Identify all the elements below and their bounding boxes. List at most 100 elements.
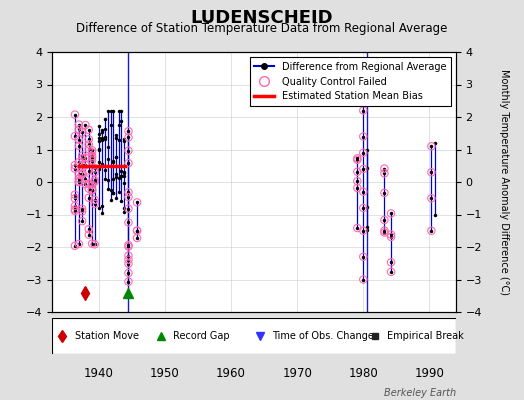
Point	[88, 186, 96, 193]
Point	[359, 150, 367, 156]
Point	[387, 234, 395, 240]
Point	[380, 170, 389, 176]
Point	[353, 157, 362, 163]
Point	[91, 197, 99, 203]
Point	[78, 218, 86, 224]
Point	[81, 176, 90, 182]
Point	[88, 182, 96, 188]
Text: 1980: 1980	[348, 367, 378, 380]
Text: Berkeley Earth: Berkeley Earth	[384, 388, 456, 398]
Point	[71, 206, 79, 212]
Text: LUDENSCHEID: LUDENSCHEID	[191, 9, 333, 27]
Point	[71, 243, 79, 249]
Point	[81, 181, 90, 188]
Point	[427, 195, 435, 202]
Point	[133, 235, 141, 241]
Point	[91, 177, 99, 183]
Point	[124, 243, 133, 250]
Point	[353, 225, 362, 231]
Point	[84, 136, 93, 142]
Point	[71, 133, 79, 139]
Point	[91, 165, 99, 172]
Point	[124, 219, 133, 226]
Point	[133, 227, 141, 234]
Point	[84, 141, 93, 148]
Point	[71, 208, 79, 214]
Point	[133, 199, 141, 206]
Y-axis label: Monthly Temperature Anomaly Difference (°C): Monthly Temperature Anomaly Difference (…	[499, 69, 509, 295]
Text: Record Gap: Record Gap	[173, 331, 230, 341]
Point	[74, 136, 83, 143]
Point	[124, 242, 133, 248]
Point	[78, 206, 86, 212]
Point	[74, 178, 83, 185]
Point	[387, 259, 395, 266]
Point	[84, 168, 93, 174]
Point	[84, 226, 93, 232]
Point	[71, 192, 79, 198]
Text: Difference of Station Temperature Data from Regional Average: Difference of Station Temperature Data f…	[77, 22, 447, 35]
Point	[353, 185, 362, 191]
Point	[353, 155, 362, 162]
Point	[81, 122, 90, 128]
Point	[88, 149, 96, 156]
Point	[124, 128, 133, 134]
Point	[124, 270, 133, 276]
Point	[88, 153, 96, 159]
Point	[427, 143, 435, 150]
Point	[71, 112, 79, 118]
Point	[88, 187, 96, 194]
Point	[88, 154, 96, 161]
Point	[124, 134, 133, 141]
Point	[74, 126, 83, 132]
Point	[124, 260, 133, 267]
Point	[81, 162, 90, 168]
Legend: Difference from Regional Average, Quality Control Failed, Estimated Station Mean: Difference from Regional Average, Qualit…	[249, 57, 451, 106]
Point	[78, 171, 86, 177]
Point	[359, 276, 367, 283]
Text: 1970: 1970	[282, 367, 312, 380]
Point	[380, 165, 389, 172]
Point	[91, 201, 99, 207]
Point	[71, 162, 79, 168]
Point	[74, 241, 83, 247]
Point	[380, 227, 389, 234]
Point	[353, 168, 362, 175]
Point	[427, 228, 435, 234]
Point	[124, 194, 133, 200]
Point	[359, 254, 367, 260]
Text: Station Move: Station Move	[74, 331, 138, 341]
Point	[124, 252, 133, 259]
Text: 1990: 1990	[414, 367, 444, 380]
Point	[84, 146, 93, 152]
Point	[78, 171, 86, 177]
Point	[124, 148, 133, 154]
Text: 1940: 1940	[84, 367, 114, 380]
Text: Time of Obs. Change: Time of Obs. Change	[272, 331, 374, 341]
Point	[124, 160, 133, 166]
Point	[78, 162, 86, 169]
Point	[380, 190, 389, 196]
Point	[84, 127, 93, 133]
Point	[71, 166, 79, 172]
Point	[359, 205, 367, 211]
Point	[387, 231, 395, 238]
Point	[91, 241, 99, 248]
Point	[124, 189, 133, 196]
Point	[353, 178, 362, 184]
Point	[84, 232, 93, 238]
Point	[359, 166, 367, 172]
Point	[78, 171, 86, 178]
Point	[359, 228, 367, 234]
Point	[91, 169, 99, 176]
Text: 1950: 1950	[150, 367, 180, 380]
Point	[84, 186, 93, 192]
Point	[71, 195, 79, 202]
Point	[88, 147, 96, 154]
Point	[380, 229, 389, 236]
Point	[71, 203, 79, 209]
Text: Empirical Break: Empirical Break	[387, 331, 464, 341]
Point	[380, 217, 389, 223]
Point	[88, 240, 96, 247]
Point	[74, 142, 83, 149]
